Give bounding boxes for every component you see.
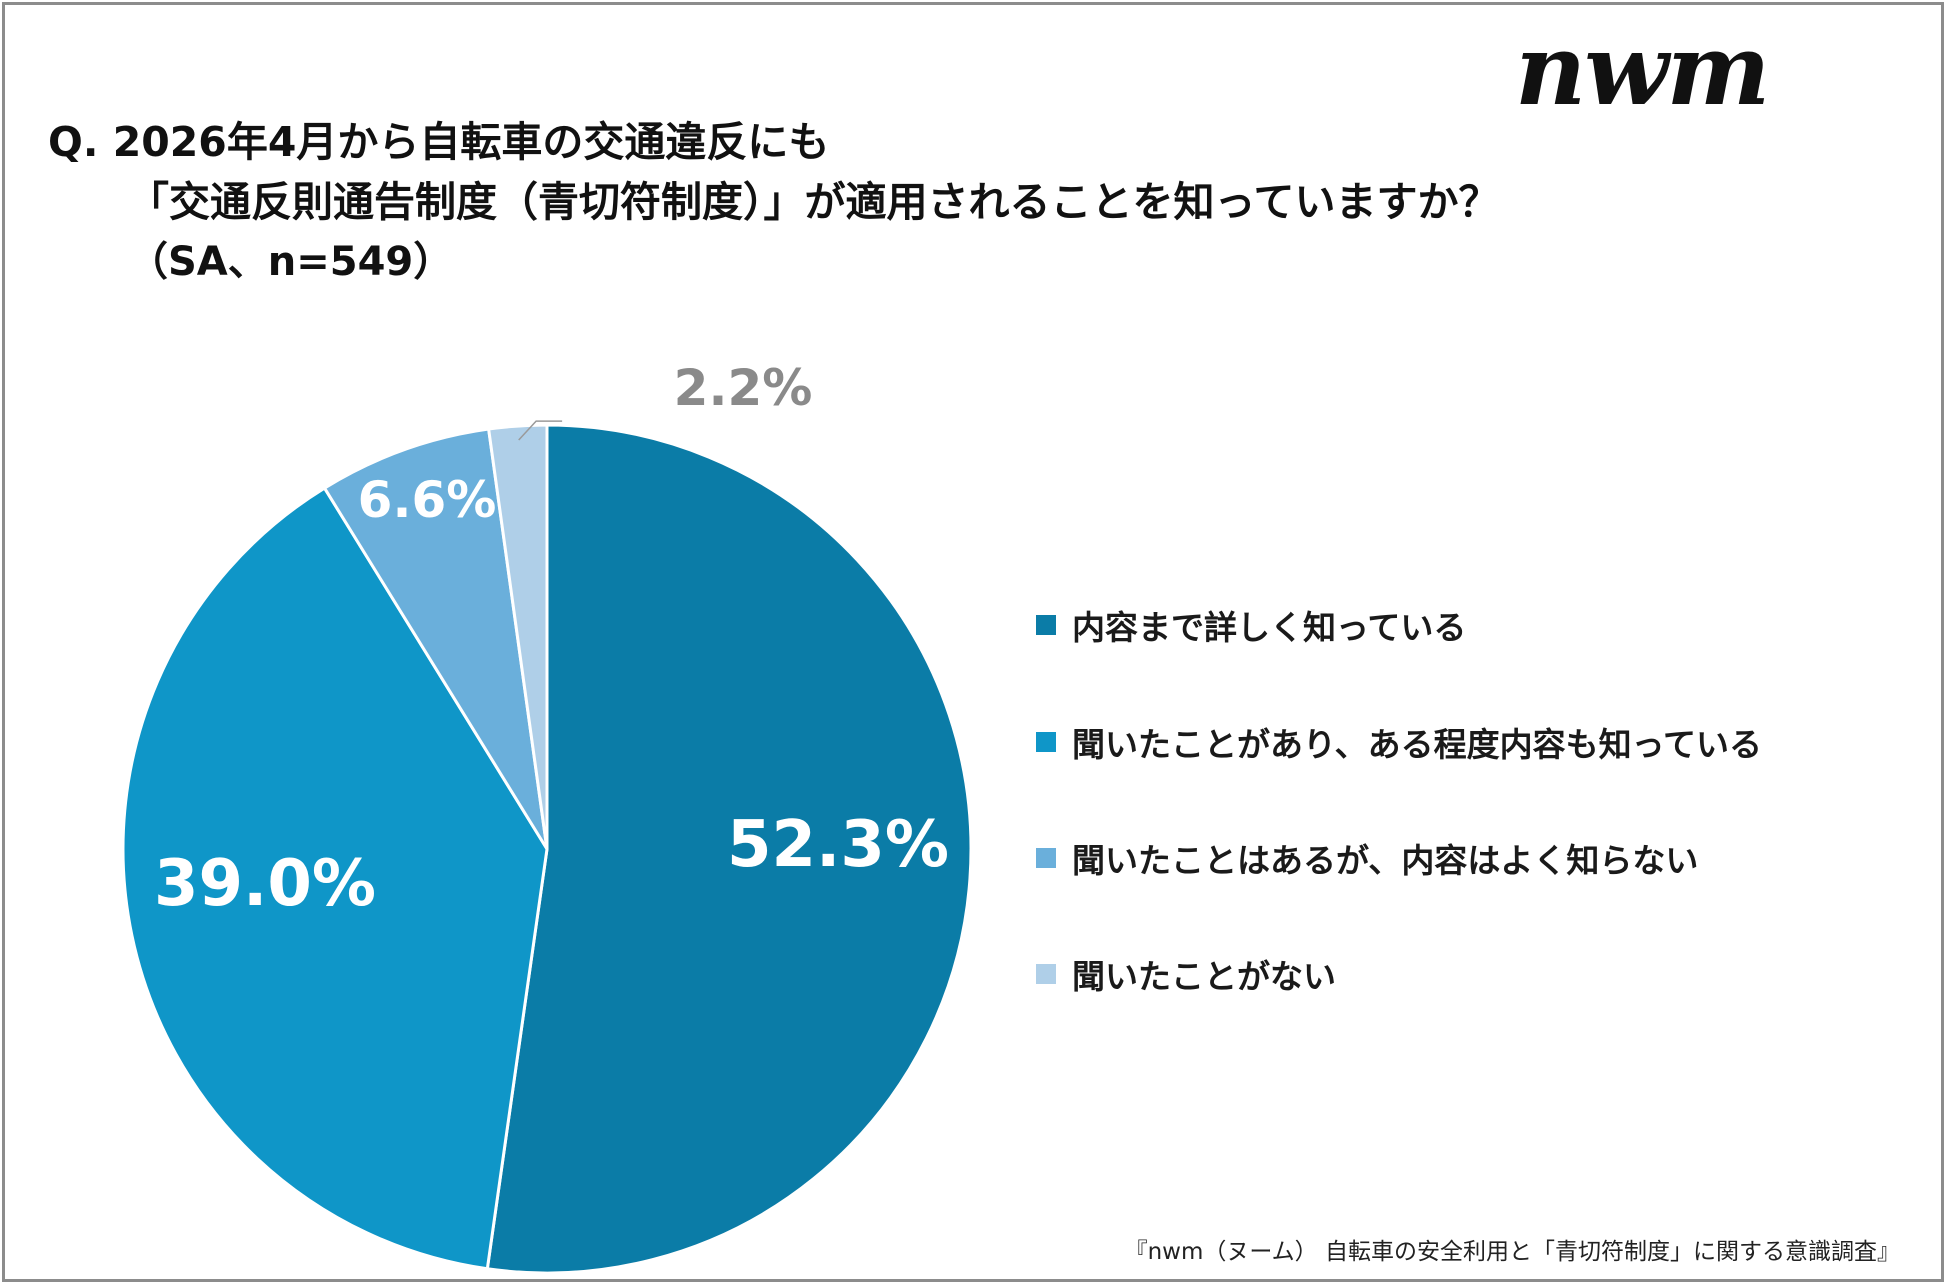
chart-title-sample-note: （SA、n=549） [128, 239, 454, 285]
data-label-4: 2.2% [674, 359, 813, 417]
pie-slice-1 [485, 423, 973, 1275]
legend-item-1: 内容まで詳しく知っている [1036, 605, 1466, 647]
legend-swatch-2 [1036, 732, 1056, 752]
pie-slice-4 [486, 423, 549, 850]
legend-label-3: 聞いたことはあるが、内容はよく知らない [1072, 841, 1699, 880]
data-label-1: 52.3% [727, 808, 949, 882]
leader-line-slice-4 [518, 420, 563, 441]
legend-swatch-1 [1036, 615, 1056, 635]
legend-swatch-3 [1036, 848, 1056, 868]
source-footnote: 『nwm（ヌーム） 自転車の安全利用と「青切符制度」に関する意識調査』 [1124, 1239, 1900, 1265]
chart-title-line-2: 「交通反則通告制度（青切符制度）」が適用されることを知っていますか？ [128, 178, 1500, 226]
legend-item-2: 聞いたことがあり、ある程度内容も知っている [1036, 722, 1762, 764]
legend-label-4: 聞いたことがない [1072, 957, 1336, 996]
pie-slice-2 [121, 485, 549, 1271]
legend-item-4: 聞いたことがない [1036, 954, 1336, 996]
legend-item-3: 聞いたことはあるが、内容はよく知らない [1036, 838, 1698, 880]
legend-label-1: 内容まで詳しく知っている [1072, 608, 1467, 647]
legend-label-2: 聞いたことがあり、ある程度内容も知っている [1072, 725, 1763, 764]
data-label-3: 6.6% [358, 471, 497, 529]
legend-swatch-4 [1036, 964, 1056, 984]
nwm-logo: nwm [1515, 13, 1770, 128]
chart-title-line-1: Q. 2026年4月から自転車の交通違反にも [48, 118, 830, 166]
data-label-2: 39.0% [154, 847, 376, 921]
pie-slice-3 [322, 427, 549, 850]
